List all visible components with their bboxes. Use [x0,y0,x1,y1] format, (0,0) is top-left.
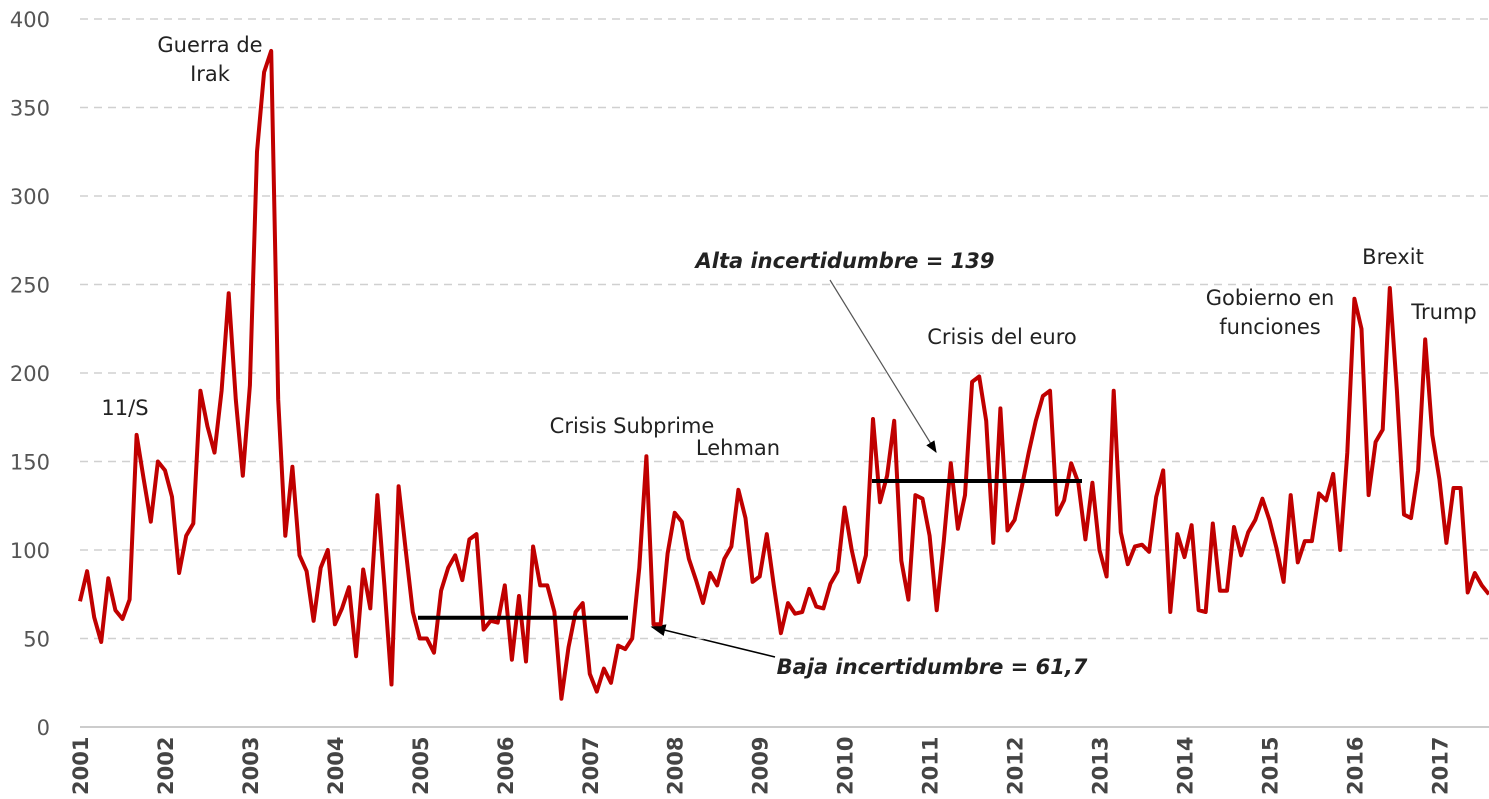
x-tick-label: 2016 [1343,737,1367,795]
annotation: Guerra de [157,33,262,57]
x-tick-label: 2009 [749,737,773,795]
x-tick-label: 2007 [579,737,603,795]
x-tick-label: 2005 [409,737,433,795]
x-tick-label: 2014 [1173,737,1197,795]
y-tick-label: 400 [10,8,50,32]
y-tick-label: 0 [37,716,50,740]
x-tick-label: 2002 [154,737,178,795]
y-tick-label: 100 [10,539,50,563]
reference-label: Alta incertidumbre = 139 [694,249,995,273]
x-tick-label: 2003 [239,737,263,795]
x-tick-label: 2008 [664,737,688,795]
x-tick-label: 2015 [1258,737,1282,795]
reference-label: Baja incertidumbre = 61,7 [777,655,1088,679]
x-tick-label: 2006 [494,737,518,795]
x-tick-label: 2017 [1428,737,1452,795]
x-tick-label: 2012 [1004,737,1028,795]
y-tick-label: 300 [10,185,50,209]
annotation: funciones [1219,315,1320,339]
y-tick-label: 350 [10,97,50,121]
annotation: Crisis del euro [927,325,1077,349]
annotation: Irak [190,62,231,86]
y-tick-label: 150 [10,451,50,475]
x-tick-label: 2013 [1089,737,1113,795]
x-tick-label: 2010 [834,737,858,795]
x-tick-label: 2011 [919,737,943,795]
annotation: Gobierno en [1206,286,1335,310]
y-tick-label: 50 [23,628,50,652]
arrow [829,279,937,454]
arrow [650,624,776,658]
y-tick-label: 200 [10,362,50,386]
data-line [78,48,1489,701]
y-tick-label: 250 [10,274,50,298]
annotation: Brexit [1362,245,1424,269]
annotation: Crisis Subprime [550,414,715,438]
annotation: Trump [1410,300,1476,324]
annotation: 11/S [101,396,148,420]
annotation: Lehman [696,436,780,460]
x-tick-label: 2004 [324,737,348,795]
x-tick-label: 2001 [69,737,93,795]
